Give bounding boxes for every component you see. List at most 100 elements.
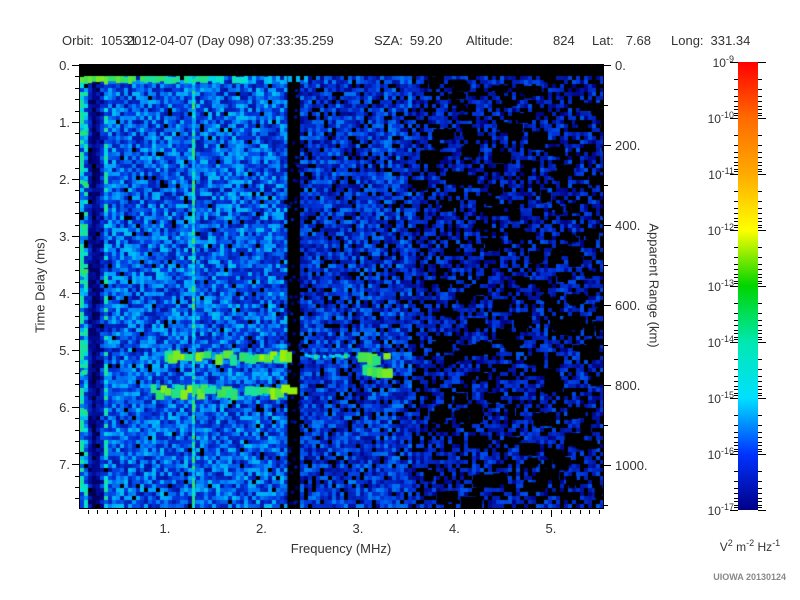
colorbar-minor-tick: [758, 227, 762, 229]
y-minor-tick: [75, 270, 79, 272]
x-axis-label: Frequency (MHz): [290, 541, 392, 556]
colorbar-minor-tick: [758, 504, 762, 506]
x-minor-tick: [213, 510, 215, 514]
colorbar-minor-tick: [758, 325, 762, 327]
x-minor-tick: [328, 510, 330, 514]
colorbar-tick: [730, 230, 738, 231]
colorbar-minor-tick: [734, 109, 738, 111]
colorbar-tick-label: 10-13: [707, 278, 734, 294]
x-minor-tick: [300, 510, 301, 514]
x-minor-tick: [193, 510, 195, 514]
colorbar-minor-tick: [758, 78, 762, 80]
y2-minor-tick: [604, 505, 608, 507]
colorbar-minor-tick: [734, 88, 738, 90]
colorbar-minor-tick: [734, 339, 738, 341]
x-minor-tick: [444, 510, 446, 514]
colorbar-minor-tick: [758, 358, 762, 360]
colorbar-minor-tick: [758, 431, 762, 433]
y-minor-tick: [75, 258, 79, 260]
colorbar-minor-tick: [734, 358, 738, 360]
x-minor-tick: [367, 510, 369, 514]
colorbar-minor-tick: [758, 501, 762, 503]
y2-tick-label: 1000.: [615, 458, 648, 474]
x-minor-tick: [473, 510, 475, 514]
colorbar-tick: [730, 398, 738, 399]
y2-minor-tick: [604, 425, 608, 427]
colorbar-tick-label: 10-17: [707, 502, 734, 518]
x-tick: [164, 510, 166, 517]
header-field-lat: Lat: 7.68: [592, 33, 651, 48]
colorbar-minor-tick: [758, 101, 762, 103]
x-minor-tick: [502, 510, 504, 514]
colorbar-minor-tick: [758, 112, 762, 114]
colorbar-tick: [758, 118, 766, 119]
colorbar-minor-tick: [734, 269, 738, 271]
colorbar-minor-tick: [758, 283, 762, 285]
colorbar-minor-tick: [758, 269, 762, 271]
colorbar-minor-tick: [758, 207, 762, 209]
colorbar-minor-tick: [734, 151, 738, 153]
y2-minor-tick: [604, 105, 608, 107]
colorbar-minor-tick: [758, 312, 762, 314]
x-tick-label: 4.: [448, 521, 460, 536]
colorbar-minor-tick: [758, 339, 762, 341]
colorbar-minor-tick: [758, 109, 762, 111]
y2-tick-label: 600.: [615, 298, 641, 314]
colorbar-minor-tick: [758, 493, 762, 495]
colorbar-minor-tick: [758, 144, 762, 146]
y-tick: [72, 122, 79, 123]
colorbar-tick-label: 10-15: [707, 390, 734, 406]
colorbar-tick: [758, 62, 766, 63]
y-minor-tick: [75, 133, 79, 135]
y-minor-tick: [75, 190, 79, 192]
colorbar-minor-tick: [734, 414, 738, 416]
colorbar-minor-tick: [734, 224, 738, 226]
colorbar-minor-tick: [734, 480, 738, 482]
y2-tick-label: 800.: [615, 378, 641, 394]
x-minor-tick: [290, 510, 292, 514]
colorbar-tick: [730, 286, 738, 287]
colorbar-tick: [730, 174, 738, 175]
colorbar-tick: [730, 510, 738, 511]
colorbar-tick-label: 10-11: [708, 166, 734, 182]
x-tick-label: 5.: [545, 521, 557, 536]
colorbar-minor-tick: [758, 200, 762, 202]
colorbar-minor-tick: [734, 280, 738, 282]
colorbar-minor-tick: [758, 277, 762, 279]
x-minor-tick: [521, 510, 523, 514]
colorbar-tick: [730, 454, 738, 455]
colorbar-tick-label: 10-16: [707, 446, 734, 462]
y-tick: [72, 65, 79, 66]
header-field-altitude: Altitude: 824: [466, 33, 575, 48]
colorbar-tick-label: 10-14: [707, 334, 734, 350]
y-minor-tick: [75, 144, 79, 146]
colorbar-minor-tick: [734, 368, 738, 370]
colorbar-minor-tick: [758, 273, 762, 275]
colorbar-tick: [758, 174, 766, 175]
x-minor-tick: [348, 510, 350, 514]
y2-tick-label: 0.: [615, 58, 626, 73]
colorbar-minor-tick: [734, 507, 738, 509]
x-minor-tick: [232, 510, 234, 514]
colorbar-tick-label: 10-9: [712, 54, 734, 70]
colorbar-minor-tick: [758, 480, 762, 482]
colorbar-minor-tick: [758, 88, 762, 90]
y-tick: [72, 236, 79, 238]
colorbar-minor-tick: [734, 448, 738, 450]
colorbar-minor-tick: [758, 190, 762, 192]
x-minor-tick: [377, 510, 379, 514]
y2-minor-tick: [604, 265, 608, 267]
x-minor-tick: [174, 510, 176, 514]
colorbar-minor-tick: [734, 451, 738, 453]
colorbar-minor-tick: [758, 336, 762, 338]
colorbar-minor-tick: [734, 504, 738, 506]
y-minor-tick: [75, 384, 79, 386]
y-minor-tick: [75, 156, 79, 158]
colorbar-minor-tick: [758, 161, 762, 163]
colorbar-minor-tick: [758, 224, 762, 226]
colorbar-minor-tick: [758, 448, 762, 450]
y2-tick: [604, 145, 611, 147]
y2-tick: [604, 65, 611, 66]
colorbar-minor-tick: [734, 277, 738, 279]
